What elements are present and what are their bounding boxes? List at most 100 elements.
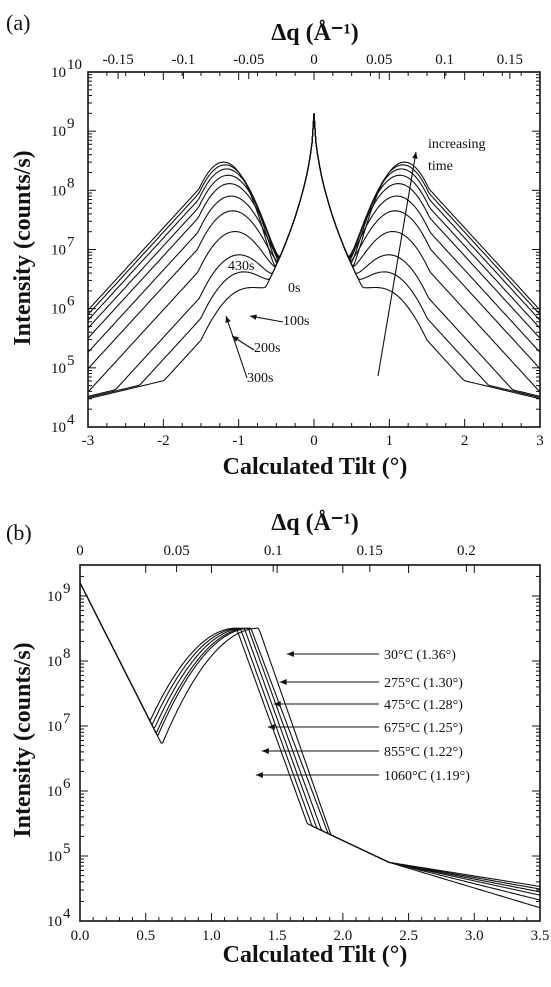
y-tick-label: 10 bbox=[47, 654, 62, 670]
annotation-increasing-line1: increasing bbox=[428, 137, 486, 152]
panel-a-y-axis-label: Intensity (counts/s) bbox=[10, 150, 36, 345]
arrow-increasing-time bbox=[377, 151, 417, 377]
panel-b-top-tick-labels: 0 0.05 0.1 0.15 0.2 bbox=[76, 543, 476, 572]
annotation-increasing-line2: time bbox=[428, 159, 453, 174]
y-tick-label: 10 bbox=[51, 65, 66, 81]
top-tick-label: 0.05 bbox=[163, 543, 189, 559]
top-tick-label: -0.15 bbox=[103, 52, 134, 68]
top-tick-label: 0 bbox=[76, 543, 84, 559]
x-tick-label: -1 bbox=[232, 433, 245, 449]
y-tick-label: 10 bbox=[51, 124, 66, 140]
legend-arrow-head-4 bbox=[261, 748, 269, 754]
panel-a-x-tick-labels: -3 -2 -1 0 1 2 3 bbox=[82, 72, 544, 449]
y-tick-exponent: 10 bbox=[67, 57, 82, 73]
arrow-300s-head bbox=[225, 316, 231, 323]
legend-label-4: 855°C (1.22°) bbox=[384, 745, 463, 760]
panel-a-top-tick-labels: -0.15 -0.1 -0.05 0 0.05 0.1 0.15 bbox=[103, 52, 523, 79]
x-tick-label: 2 bbox=[461, 433, 469, 449]
series-line-0 bbox=[87, 113, 541, 400]
panel-b-y-axis-label: Intensity (counts/s) bbox=[10, 642, 36, 837]
top-tick-label: 0.15 bbox=[497, 52, 523, 68]
y-tick-label: 10 bbox=[51, 302, 66, 318]
arrow-increasing-time-head bbox=[412, 152, 418, 159]
panel-b-series bbox=[79, 582, 541, 909]
panel-b-label: (b) bbox=[6, 520, 32, 545]
top-tick-label: 0.05 bbox=[366, 52, 392, 68]
series-line-4 bbox=[79, 582, 541, 901]
y-tick-label: 10 bbox=[51, 361, 66, 377]
series-line-5 bbox=[79, 582, 541, 909]
top-tick-label: -0.1 bbox=[172, 52, 196, 68]
legend-label-2: 475°C (1.28°) bbox=[384, 698, 463, 713]
panel-a-label: (a) bbox=[6, 10, 30, 35]
y-tick-exponent: 6 bbox=[67, 294, 75, 310]
y-tick-exponent: 8 bbox=[67, 175, 75, 191]
top-tick-label: 0.1 bbox=[435, 52, 454, 68]
panel-a: (a) Δq (Å⁻¹) -0.15 -0.1 -0.05 0 0.05 0.1 0.15 … bbox=[6, 10, 544, 480]
legend-arrow-head-2 bbox=[273, 701, 281, 707]
y-tick-exponent: 5 bbox=[63, 841, 71, 857]
x-tick-label: 0.5 bbox=[136, 928, 155, 944]
top-tick-label: -0.05 bbox=[233, 52, 264, 68]
panel-a-plot-frame bbox=[87, 71, 541, 428]
panel-b-plot-frame bbox=[79, 564, 541, 922]
x-tick-label: 1.0 bbox=[202, 928, 221, 944]
annotation-0s: 0s bbox=[288, 281, 300, 296]
top-tick-label: 0.2 bbox=[457, 543, 476, 559]
x-tick-label: 2.0 bbox=[333, 928, 352, 944]
y-tick-label: 10 bbox=[47, 784, 62, 800]
annotation-increasing: increasing time bbox=[428, 137, 486, 174]
panel-b-x-axis-label: Calculated Tilt (°) bbox=[223, 942, 408, 968]
panel-b-legend: 30°C (1.36°) 275°C (1.30°) 475°C (1.28°) 67… bbox=[255, 648, 470, 784]
series-line-10 bbox=[87, 113, 541, 311]
x-tick-label: 3.5 bbox=[531, 928, 550, 944]
series-line-3 bbox=[79, 582, 541, 896]
panel-a-series bbox=[87, 113, 541, 400]
y-tick-exponent: 4 bbox=[63, 906, 71, 922]
x-tick-label: 3 bbox=[536, 433, 544, 449]
series-line-1 bbox=[79, 582, 541, 890]
series-line-3 bbox=[87, 113, 541, 393]
y-tick-exponent: 9 bbox=[63, 581, 71, 597]
legend-arrow-head-5 bbox=[255, 772, 263, 778]
annotation-200s: 200s bbox=[254, 341, 280, 356]
top-tick-label: 0.1 bbox=[264, 543, 283, 559]
legend-arrow-head-1 bbox=[279, 679, 287, 685]
series-line-2 bbox=[79, 582, 541, 893]
panel-a-annotation-arrows bbox=[225, 151, 418, 379]
annotation-300s: 300s bbox=[247, 371, 273, 386]
y-tick-label: 10 bbox=[51, 183, 66, 199]
x-tick-label: 1.5 bbox=[268, 928, 287, 944]
legend-label-5: 1060°C (1.19°) bbox=[384, 769, 470, 784]
top-tick-label: 0 bbox=[310, 52, 318, 68]
annotation-430s: 430s bbox=[228, 259, 254, 274]
series-line-0 bbox=[79, 582, 541, 888]
y-tick-exponent: 5 bbox=[67, 353, 75, 369]
x-tick-label: 0 bbox=[310, 433, 318, 449]
legend-label-0: 30°C (1.36°) bbox=[384, 648, 456, 663]
arrow-300s bbox=[225, 315, 248, 379]
y-tick-exponent: 7 bbox=[63, 711, 71, 727]
y-tick-exponent: 8 bbox=[63, 646, 71, 662]
x-tick-label: 0.0 bbox=[71, 928, 90, 944]
x-tick-label: 2.5 bbox=[399, 928, 418, 944]
top-tick-label: 0.15 bbox=[357, 543, 383, 559]
panel-b-x-tick-labels: 0.0 0.5 1.0 1.5 2.0 2.5 3.0 3.5 bbox=[71, 565, 550, 944]
y-tick-label: 10 bbox=[47, 719, 62, 735]
y-tick-exponent: 7 bbox=[67, 235, 75, 251]
panel-a-x-axis-label: Calculated Tilt (°) bbox=[223, 454, 408, 480]
y-tick-label: 10 bbox=[51, 243, 66, 259]
annotation-100s: 100s bbox=[283, 314, 309, 329]
legend-arrow-head-3 bbox=[267, 724, 275, 730]
y-tick-exponent: 6 bbox=[63, 776, 71, 792]
panel-a-top-axis-label: Δq (Å⁻¹) bbox=[271, 20, 359, 46]
x-tick-label: -3 bbox=[82, 433, 95, 449]
y-tick-label: 10 bbox=[47, 589, 62, 605]
y-tick-label: 10 bbox=[51, 420, 66, 436]
y-tick-label: 10 bbox=[47, 914, 62, 930]
legend-label-1: 275°C (1.30°) bbox=[384, 676, 463, 691]
